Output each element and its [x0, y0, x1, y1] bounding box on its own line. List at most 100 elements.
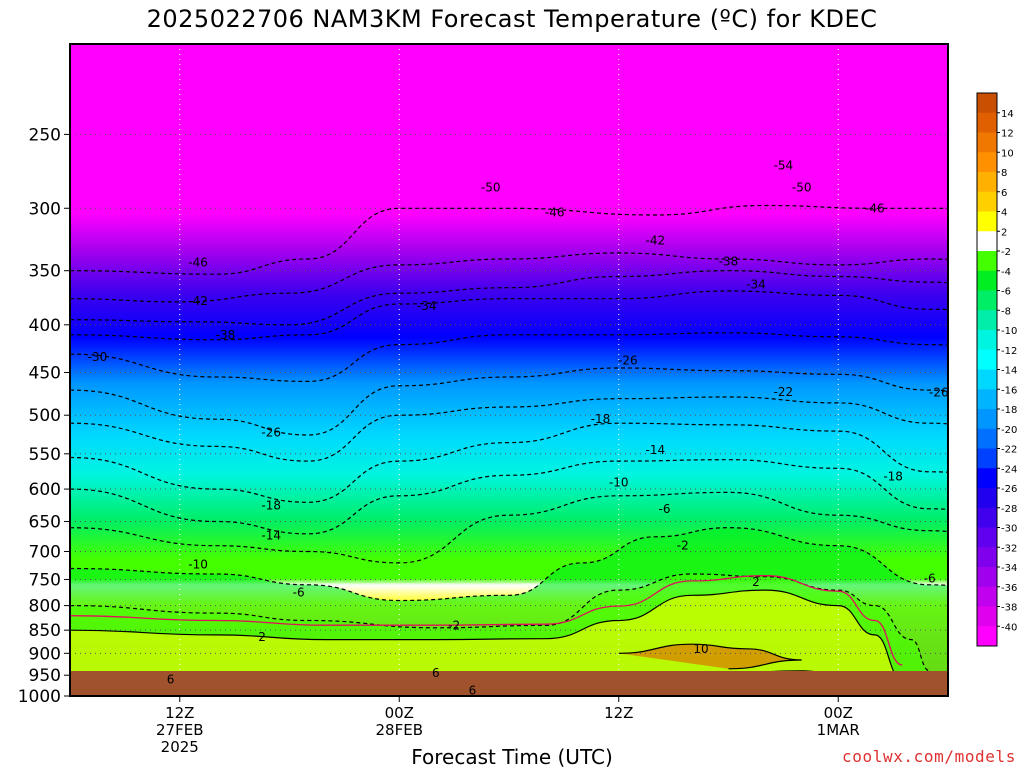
contour-label: -34 — [746, 277, 766, 291]
contour-label: -18 — [591, 412, 611, 426]
colorbar-label: -4 — [1001, 267, 1011, 278]
colorbar-swatch — [977, 586, 997, 607]
isotherm-line — [70, 589, 903, 681]
x-tick-label: 28FEB — [376, 721, 423, 739]
contour-label: 6 — [469, 684, 477, 698]
colorbar-label: -14 — [1001, 366, 1017, 377]
credit-text: coolwx.com/models — [842, 747, 1016, 766]
y-axis-ticks: 250 300 350 400 450 500 550 600 650 700 750 800 850 9… — [18, 125, 70, 707]
y-tick-label: 650 — [29, 512, 61, 532]
isotherm-line — [70, 573, 930, 672]
contour-label: -38 — [719, 254, 739, 268]
colorbar-swatch — [977, 191, 997, 212]
colorbar-swatch — [977, 567, 997, 588]
grid-lines — [70, 44, 948, 696]
colorbar-label: 10 — [1001, 148, 1014, 159]
colorbar-label: -32 — [1001, 543, 1017, 554]
contour-label: -10 — [188, 558, 208, 572]
colorbar-swatch — [977, 251, 997, 272]
contour-label: -6 — [924, 571, 936, 585]
contour-label: -34 — [417, 299, 437, 313]
colorbar-swatch — [977, 310, 997, 331]
contour-label: -30 — [88, 350, 108, 364]
y-tick-label: 850 — [29, 621, 61, 641]
contour-label: -2 — [677, 539, 689, 553]
colorbar-label: -22 — [1001, 445, 1017, 456]
colorbar-swatch — [977, 152, 997, 173]
contour-label: -42 — [646, 234, 666, 248]
isotherm-line — [70, 332, 948, 383]
colorbar-swatch — [977, 112, 997, 133]
colorbar-label: -36 — [1001, 583, 1017, 594]
y-tick-label: 600 — [29, 480, 61, 500]
contour-label: -10 — [609, 475, 629, 489]
contour-label: 10 — [693, 642, 708, 656]
contour-label: -26 — [618, 354, 638, 368]
contour-label: -54 — [774, 159, 794, 173]
colorbar-swatch — [977, 626, 997, 647]
y-tick-label: 450 — [29, 364, 61, 384]
colorbar-label: -16 — [1001, 385, 1017, 396]
colorbar-label: -28 — [1001, 504, 1017, 515]
colorbar-label: 8 — [1001, 168, 1007, 179]
x-tick-label: 27FEB — [156, 721, 203, 739]
contour-label: 6 — [432, 666, 440, 680]
contour-label: -6 — [658, 502, 670, 516]
contour-label: -50 — [792, 180, 812, 194]
contour-label: 2 — [258, 630, 266, 644]
y-tick-label: 500 — [29, 406, 61, 426]
colorbar-label: -12 — [1001, 346, 1017, 357]
plot-frame — [69, 43, 949, 697]
isotherm-line — [70, 367, 948, 436]
freezing-line — [70, 575, 903, 666]
colorbar-swatch — [977, 172, 997, 193]
contour-labels: -54 -50 -50 -46 -46 -46 -42 -42 -38 -38 -34 -34 -30 -… — [88, 159, 949, 698]
contour-label: -42 — [188, 294, 208, 308]
colorbar: 14 12 10 8 6 4 2 -2 -4 -6 -8 -10 -12 -14 -16 -18 -20 -22 -… — [976, 92, 1017, 647]
colorbar-swatch — [977, 547, 997, 568]
isotherm-line — [70, 527, 948, 602]
colorbar-swatch — [977, 448, 997, 469]
contour-label: -46 — [545, 205, 565, 219]
colorbar-label: 6 — [1001, 188, 1007, 199]
y-tick-label: 350 — [29, 262, 61, 282]
isotherm-line — [70, 204, 948, 275]
colorbar-swatch — [977, 389, 997, 410]
isotherm-line — [70, 396, 948, 462]
contour-label: -26 — [929, 386, 949, 400]
colorbar-label: 2 — [1001, 227, 1007, 238]
contour-label: -50 — [481, 180, 501, 194]
isotherm-line — [70, 491, 948, 564]
colorbar-swatch — [977, 270, 997, 291]
colorbar-swatch — [977, 93, 997, 114]
contour-label: -22 — [774, 385, 794, 399]
colorbar-swatch — [977, 349, 997, 370]
y-tick-label: 900 — [29, 644, 61, 664]
colorbar-swatch — [977, 231, 997, 252]
y-tick-label: 950 — [29, 666, 61, 686]
x-tick-label: 12Z — [604, 704, 633, 722]
x-tick-label: 1MAR — [817, 721, 860, 739]
colorbar-label: -40 — [1001, 622, 1017, 633]
isotherm-line — [70, 459, 948, 535]
y-tick-label: 400 — [29, 316, 61, 336]
contour-label: -6 — [293, 586, 305, 600]
y-tick-label: 250 — [29, 125, 61, 145]
colorbar-label: -2 — [1001, 247, 1011, 258]
contour-label: -14 — [646, 443, 666, 457]
colorbar-label: -20 — [1001, 425, 1017, 436]
contour-label: -2 — [448, 618, 460, 632]
colorbar-swatch — [977, 290, 997, 311]
colorbar-swatch — [977, 488, 997, 509]
colorbar-swatch — [977, 527, 997, 548]
colorbar-label: -30 — [1001, 524, 1017, 535]
contour-label: -26 — [261, 426, 281, 440]
colorbar-label: -18 — [1001, 405, 1017, 416]
colorbar-label: 14 — [1001, 109, 1014, 120]
isotherm-line — [70, 290, 948, 341]
x-axis-label: Forecast Time (UTC) — [411, 745, 613, 769]
isotherm-line — [70, 252, 948, 303]
contour-label: -46 — [865, 201, 885, 215]
y-tick-label: 750 — [29, 570, 61, 590]
